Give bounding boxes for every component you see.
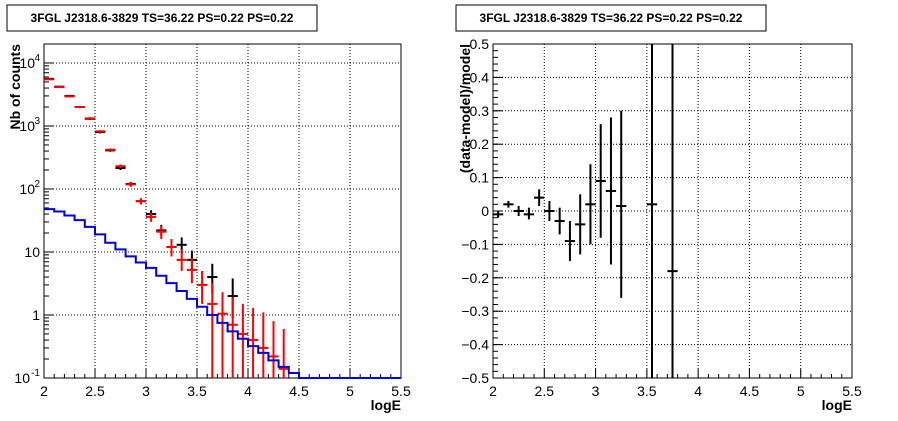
- right-x-axis-label: logE: [822, 397, 852, 413]
- model-point: [54, 86, 65, 89]
- right-y-axis-label: (data-model)/model: [457, 44, 473, 173]
- right-x-ticks: 2 2.5 3 3.5 4 4.5 5 5.5: [489, 369, 862, 399]
- right-y-tick-label: −0.5: [461, 370, 489, 386]
- left-y-tick-exponent: 3: [34, 116, 40, 127]
- left-y-tick-label: 10: [19, 55, 35, 71]
- residual-point: [605, 117, 617, 265]
- residual-point: [616, 110, 627, 298]
- left-x-tick-label: 5.5: [391, 383, 411, 399]
- left-y-tick-label: 10: [19, 118, 35, 134]
- left-x-tick-label: 3.5: [187, 383, 207, 399]
- left-y-tick-label: 10: [19, 181, 35, 197]
- right-x-tick-label: 3: [592, 383, 600, 399]
- left-title-box: [6, 4, 318, 32]
- model-point: [186, 258, 197, 284]
- left-y-tick-label: 1: [32, 307, 40, 323]
- residual-point: [554, 207, 565, 235]
- right-x-tick-label: 3.5: [637, 383, 657, 399]
- right-y-tick-label: 0.1: [470, 170, 490, 186]
- left-x-axis-label: logE: [371, 397, 401, 413]
- model-point: [248, 307, 259, 378]
- residual-point: [646, 44, 658, 378]
- left-y-tick-exponent: -1: [31, 368, 40, 379]
- right-y-tick-label: −0.1: [461, 236, 489, 252]
- left-x-tick-label: 4.5: [289, 383, 309, 399]
- model-point: [227, 297, 238, 378]
- model-point: [95, 130, 106, 133]
- residual-point: [667, 44, 678, 378]
- model-step-line: [44, 208, 401, 379]
- right-x-tick-label: 5.5: [842, 383, 862, 399]
- residual-point: [513, 205, 524, 217]
- left-x-tick-label: 2.5: [85, 383, 105, 399]
- residual-point: [503, 200, 514, 208]
- left-x-ticks: 2 2.5 3 3.5 4 4.5 5 5.5: [40, 369, 411, 399]
- right-y-tick-label: 0.3: [470, 103, 490, 119]
- model-point: [156, 225, 167, 240]
- model-point: [197, 270, 208, 304]
- residual-point: [544, 200, 555, 222]
- left-x-tick-label: 2: [40, 383, 48, 399]
- left-y-tick-exponent: 2: [34, 179, 40, 190]
- model-point: [64, 95, 75, 98]
- model-point: [125, 182, 136, 187]
- model-point: [207, 283, 218, 378]
- model-point: [268, 321, 279, 378]
- right-title-box: [455, 4, 767, 32]
- left-y-tick-label: 10: [14, 370, 30, 386]
- right-y-tick-label: −0.2: [461, 270, 489, 286]
- model-point: [105, 148, 116, 152]
- model-point: [176, 249, 187, 271]
- residual-point: [564, 221, 576, 262]
- residual-point: [575, 194, 586, 255]
- right-x-tick-label: 2: [489, 383, 497, 399]
- residual-point: [595, 124, 606, 238]
- right-y-tick-label: 0.5: [470, 36, 490, 52]
- model-point: [237, 303, 248, 378]
- right-panel: 2 2.5 3 3.5 4 4.5 5 5.5 −0.5 −0.4 −0.3 −0.2 −0.1 0 0.…: [455, 4, 862, 413]
- model-point: [115, 164, 126, 169]
- right-x-tick-label: 4: [694, 383, 702, 399]
- left-grid: [44, 44, 401, 378]
- right-y-ticks: −0.5 −0.4 −0.3 −0.2 −0.1 0 0.1 0.2 0.3 0.4 0.5: [461, 36, 503, 386]
- right-series: [493, 44, 678, 378]
- right-y-tick-label: 0.2: [470, 136, 490, 152]
- left-y-tick-label: 10: [24, 244, 40, 260]
- right-y-tick-label: 0: [481, 203, 489, 219]
- left-x-tick-label: 5: [346, 383, 354, 399]
- right-chart-title: 3FGL J2318.6-3829 TS=36.22 PS=0.22 PS=0.…: [480, 11, 743, 25]
- model-point: [258, 312, 269, 378]
- model-point: [74, 105, 85, 109]
- right-x-tick-label: 5: [797, 383, 805, 399]
- right-y-tick-label: −0.4: [461, 337, 489, 353]
- residual-point: [493, 211, 504, 218]
- model-point: [166, 239, 177, 257]
- left-y-tick-exponent: 4: [34, 53, 40, 64]
- residual-point: [585, 164, 596, 245]
- model-point: [217, 292, 228, 378]
- left-chart-title: 3FGL J2318.6-3829 TS=36.22 PS=0.22 PS=0.…: [31, 11, 294, 25]
- model-point: [44, 78, 55, 81]
- right-y-tick-label: 0.4: [470, 69, 490, 85]
- left-x-tick-label: 4: [244, 383, 252, 399]
- model-point: [135, 198, 146, 205]
- model-point: [84, 117, 95, 120]
- model-point: [278, 328, 289, 378]
- left-y-axis-label: Nb of counts: [7, 44, 23, 130]
- right-y-tick-label: −0.3: [461, 303, 489, 319]
- model-point: [146, 212, 157, 222]
- left-x-tick-label: 3: [142, 383, 150, 399]
- residual-point: [534, 189, 545, 206]
- right-x-tick-label: 4.5: [740, 383, 760, 399]
- residual-point: [523, 207, 535, 220]
- left-series: [44, 77, 401, 379]
- right-x-tick-label: 2.5: [535, 383, 555, 399]
